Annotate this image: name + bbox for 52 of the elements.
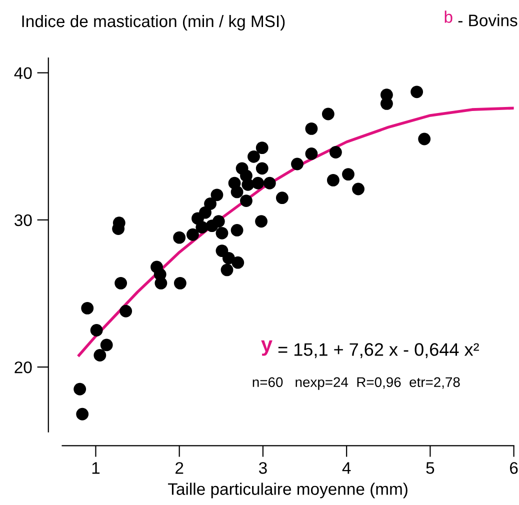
point	[212, 215, 225, 228]
x-tick-label: 4	[342, 462, 351, 474]
point	[256, 162, 268, 175]
point	[100, 338, 113, 352]
point	[174, 276, 186, 290]
y-tick-label: 30	[14, 214, 32, 226]
x-tick-label: 3	[258, 462, 267, 474]
x-tick-label: 1	[92, 462, 100, 474]
point	[326, 174, 340, 186]
point	[154, 276, 168, 290]
point	[216, 226, 228, 240]
annotation: n=60 nexp=24 R=0,96 etr=2,78	[252, 377, 460, 390]
point	[120, 304, 132, 318]
point	[305, 122, 318, 135]
point	[248, 150, 260, 163]
point	[186, 228, 199, 241]
point	[230, 186, 244, 198]
point	[352, 182, 364, 196]
point	[81, 302, 94, 314]
point	[329, 146, 342, 158]
point	[240, 194, 252, 207]
point	[263, 176, 276, 190]
annotation: y = 15,1 + 7,62 x - 0,644 x²	[261, 340, 479, 358]
point	[418, 132, 431, 146]
point	[252, 176, 264, 190]
x-axis-title: Taille particulaire moyenne (mm)	[168, 482, 408, 498]
point	[220, 264, 234, 276]
point	[256, 142, 268, 154]
point	[76, 408, 89, 420]
point	[291, 158, 304, 170]
point	[342, 168, 354, 181]
point	[232, 256, 244, 269]
point	[94, 349, 106, 362]
point	[74, 382, 86, 396]
y-axis-title: Indice de mastication (min / kg MSI)	[22, 14, 285, 30]
point	[173, 231, 186, 244]
point	[410, 86, 424, 98]
x-tick-label: 5	[426, 462, 434, 474]
x-tick-label: 2	[176, 462, 184, 474]
y-tick-label: 40	[14, 67, 32, 79]
point	[210, 188, 224, 202]
line-series	[78, 106, 514, 357]
text: b - Bovins	[444, 10, 518, 26]
point	[90, 324, 103, 336]
point	[276, 192, 288, 204]
y-tick-label: 20	[14, 361, 32, 374]
point	[114, 276, 128, 290]
x-tick-label: 6	[510, 462, 518, 474]
point	[230, 224, 244, 236]
point	[305, 147, 318, 160]
point	[255, 215, 268, 228]
point	[322, 108, 334, 120]
